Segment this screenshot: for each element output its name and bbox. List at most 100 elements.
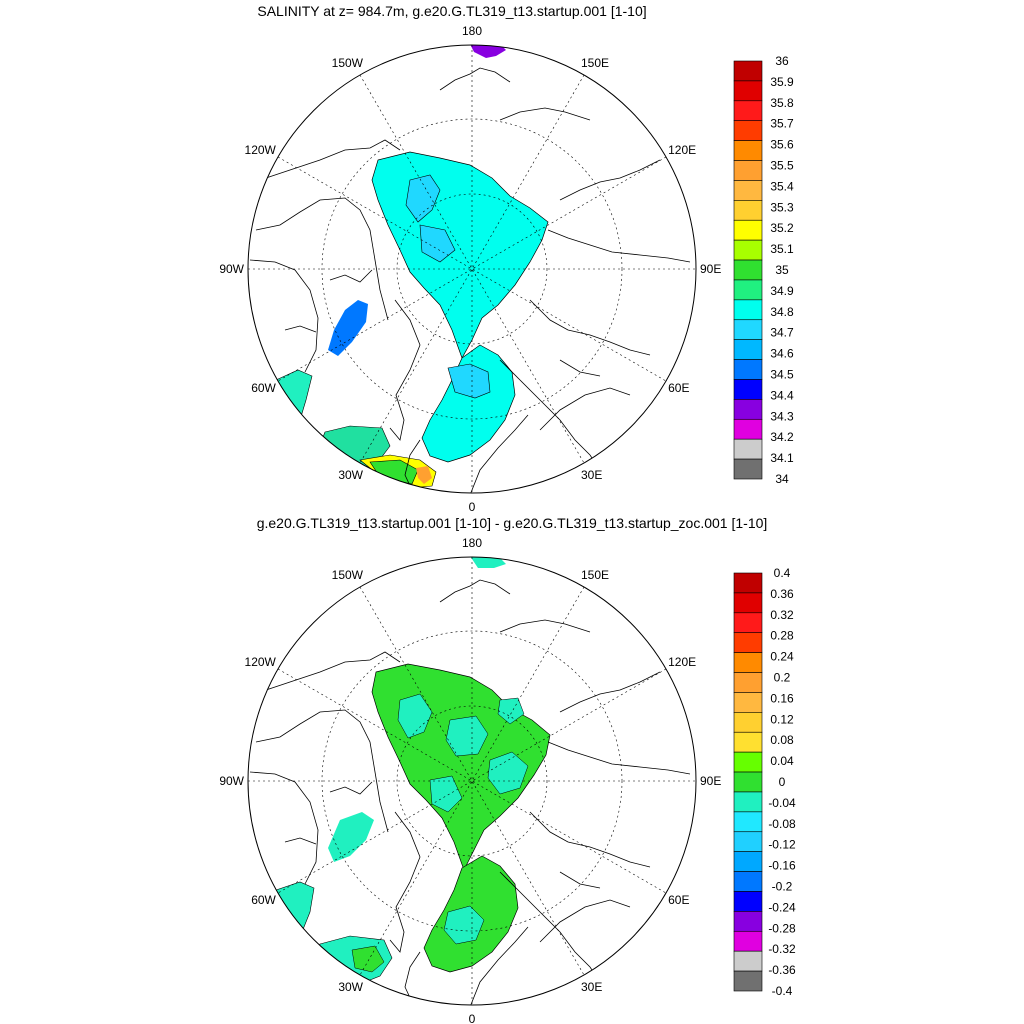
colorbar-label: 0.24: [770, 650, 794, 664]
colorbar-box: [733, 692, 763, 713]
colorbar-label: -0.32: [768, 942, 796, 956]
panel1-nordic-seas-field: [421, 344, 516, 463]
lon-label-180: 180: [462, 24, 482, 38]
colorbar-label: 35.3: [770, 200, 794, 214]
colorbar-label: 35.8: [770, 96, 794, 110]
lon-label-90e: 90E: [700, 262, 721, 276]
lon-label-90e: 90E: [700, 774, 721, 788]
panel2-cyan-patch-5: [443, 905, 485, 945]
colorbar-box: [733, 359, 763, 380]
colorbar-box: [733, 672, 763, 693]
colorbar-box: [733, 751, 763, 773]
lon-label-120w: 120W: [245, 143, 277, 157]
colorbar-label: 34.7: [770, 326, 794, 340]
colorbar-box: [733, 871, 763, 892]
panel1-graticule: [248, 45, 696, 493]
colorbar-box: [733, 911, 763, 932]
colorbar-label: -0.08: [768, 817, 796, 831]
colorbar-label: 34.1: [770, 451, 794, 465]
colorbar-label: 34.8: [770, 305, 794, 319]
lon-label-0: 0: [469, 1012, 476, 1024]
colorbar-box: [733, 950, 763, 972]
colorbar-label: 0.2: [774, 671, 791, 685]
colorbar-label: 34: [775, 472, 789, 486]
lon-label-150e: 150E: [581, 56, 609, 70]
colorbar-label: 0.36: [770, 587, 794, 601]
panel2-atlantic-green-field: [351, 945, 385, 973]
lon-label-0: 0: [469, 500, 476, 514]
panel2-baffin-field: [328, 812, 374, 862]
colorbar-box: [733, 458, 763, 480]
colorbar-label: 0.28: [770, 629, 794, 643]
colorbar-box: [733, 100, 763, 122]
lon-label-150w: 150W: [332, 56, 364, 70]
colorbar-box: [733, 438, 763, 460]
colorbar-label: -0.04: [768, 796, 796, 810]
colorbar-label: -0.4: [772, 984, 793, 998]
colorbar-label: 0.04: [770, 754, 794, 768]
panel1-fields: [249, 45, 691, 493]
colorbar-label: 35.5: [770, 159, 794, 173]
colorbar-box: [733, 652, 763, 673]
panel1-title: SALINITY at z= 984.7m, g.e20.G.TL319_t13…: [257, 3, 647, 19]
panel1-lon-labels: 180 150E 120E 90E 60E 30E 0 30W 60W 90W 120W 150W: [219, 24, 721, 514]
colorbar-label: 0.08: [770, 733, 794, 747]
colorbar-box: [733, 339, 763, 360]
colorbar-box: [733, 299, 763, 321]
colorbar-box: [733, 418, 763, 440]
panel2-graticule: [248, 557, 696, 1005]
colorbar-label: 0: [779, 775, 786, 789]
colorbar-label: 35.9: [770, 75, 794, 89]
colorbar-label: -0.12: [768, 838, 796, 852]
lon-label-90w: 90W: [219, 774, 244, 788]
panel2-colorbar: 0.4 0.36 0.32 0.28 0.24 0.2 0.16 0.12 0.08 0.04 0 -…: [733, 566, 796, 998]
panel2-map: 180 150E 120E 90E 60E 30E 0 30W 60W 90W 120W 150W: [219, 536, 721, 1024]
colorbar-box: [733, 319, 763, 340]
colorbar-label: -0.36: [768, 963, 796, 977]
lon-label-30w: 30W: [338, 468, 363, 482]
panel1-inner-patch-1: [447, 363, 491, 399]
lon-label-120e: 120E: [668, 143, 696, 157]
colorbar-label: -0.2: [772, 880, 793, 894]
colorbar-box: [733, 572, 763, 594]
colorbar-label: 0.4: [774, 566, 791, 580]
panel2-map-border: [247, 556, 697, 1006]
panel1-baffin-field: [328, 300, 368, 356]
colorbar-label: 0.16: [770, 691, 794, 705]
panel1-inner-patch-3: [419, 224, 456, 263]
panel2-cyan-patch-3: [487, 751, 529, 795]
colorbar-box: [733, 259, 763, 281]
colorbar-label: 34.2: [770, 430, 794, 444]
colorbar-label: -0.16: [768, 859, 796, 873]
colorbar-box: [733, 140, 763, 161]
lon-label-30e: 30E: [581, 980, 602, 994]
lon-label-30w: 30W: [338, 980, 363, 994]
panel1-inner-patch-2: [405, 174, 441, 223]
colorbar-box: [733, 592, 763, 614]
lon-label-60e: 60E: [668, 381, 689, 395]
colorbar-box: [733, 200, 763, 221]
colorbar-box: [733, 970, 763, 992]
panel2-cyan-patch-4: [429, 775, 463, 813]
lon-label-90w: 90W: [219, 262, 244, 276]
colorbar-label: 34.6: [770, 347, 794, 361]
colorbar-label: 35.4: [770, 179, 794, 193]
panel1-map: 180 150E 120E 90E 60E 30E 0 30W 60W 90W 120W 150W: [219, 24, 721, 514]
colorbar-label: 35.2: [770, 221, 794, 235]
colorbar-box: [733, 239, 763, 261]
colorbar-label: 35.6: [770, 138, 794, 152]
colorbar-label: 34.5: [770, 368, 794, 382]
panel2-title: g.e20.G.TL319_t13.startup.001 [1-10] - g…: [256, 515, 768, 531]
colorbar-box: [733, 731, 763, 753]
colorbar-box: [733, 219, 763, 241]
lon-label-150e: 150E: [581, 568, 609, 582]
lon-label-60w: 60W: [251, 893, 276, 907]
panel2-coastlines: [249, 579, 691, 1005]
lon-label-60w: 60W: [251, 381, 276, 395]
colorbar-box: [733, 891, 763, 912]
colorbar-box: [733, 180, 763, 201]
colorbar-label: 0.32: [770, 608, 794, 622]
lon-label-30e: 30E: [581, 468, 602, 482]
panel2-cyan-patch-6: [497, 697, 525, 725]
colorbar-label: -0.24: [768, 900, 796, 914]
